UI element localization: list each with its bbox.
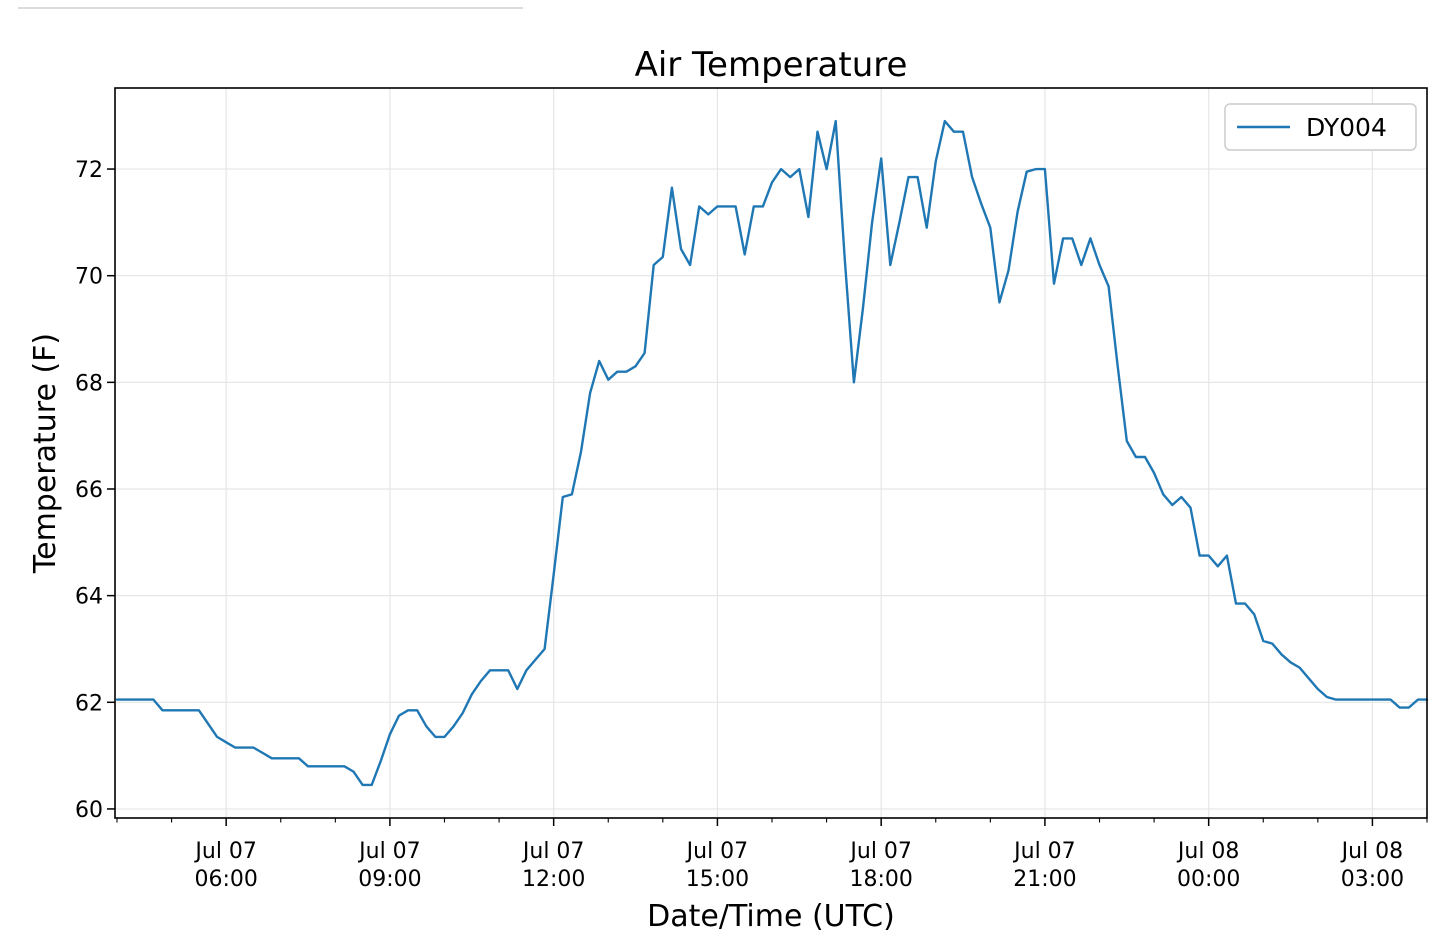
x-tick-label: Jul 07 18:00 [848,839,912,892]
y-tick-label: 68 [75,371,103,396]
x-tick-label: Jul 08 03:00 [1340,839,1404,892]
chart-title: Air Temperature [635,45,908,85]
legend: DY004 [1224,103,1417,151]
x-tick-label: Jul 08 00:00 [1176,839,1240,892]
legend-box [1224,103,1417,151]
x-tick-label: Jul 07 09:00 [357,839,421,892]
series-layer [115,119,1429,787]
top-divider-line [18,7,523,9]
y-tick-label: 66 [75,478,103,503]
y-tick-label: 60 [75,798,103,823]
y-axis-label: Temperature (F) [28,333,63,574]
x-tick-label: Jul 07 15:00 [685,839,749,892]
tick-label-layer: Jul 07 06:00 Jul 07 09:00 Jul 07 12:00 Jul 07 1… [75,158,1404,892]
series-line-dy004 [115,119,1429,787]
y-tick-label: 62 [75,691,103,716]
grid-layer [115,88,1427,818]
plot-border [114,87,1428,819]
tick-layer [107,168,1428,826]
x-tick-label: Jul 07 12:00 [521,839,585,892]
y-tick-label: 70 [75,265,103,290]
x-tick-label: Jul 07 21:00 [1012,839,1076,892]
y-tick-label: 72 [75,158,103,183]
legend-label: DY004 [1306,113,1387,142]
x-axis-label: Date/Time (UTC) [647,899,895,934]
y-tick-label: 64 [75,585,103,610]
x-tick-label: Jul 07 06:00 [193,839,257,892]
